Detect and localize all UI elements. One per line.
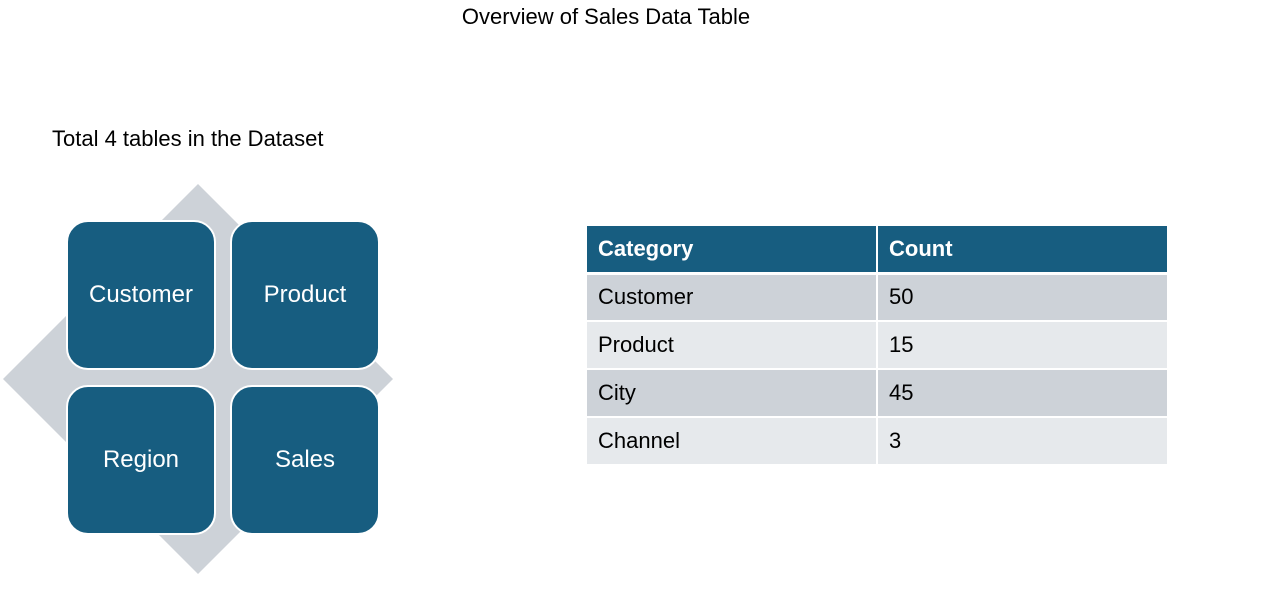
dataset-subtitle: Total 4 tables in the Dataset	[52, 126, 324, 151]
table-row: Channel 3	[585, 416, 1169, 466]
tile-label: Product	[263, 281, 347, 308]
cell-count: 50	[876, 272, 1169, 322]
tile-label: Region	[102, 446, 180, 473]
column-header-count: Count	[876, 224, 1169, 275]
tile-customer: Customer	[66, 220, 216, 370]
tables-diagram: Customer Product Region Sales	[0, 180, 400, 580]
cell-category: Customer	[585, 272, 878, 322]
cell-count: 45	[876, 368, 1169, 418]
table-row: Product 15	[585, 320, 1169, 370]
cell-count: 3	[876, 416, 1169, 466]
table-row: Customer 50	[585, 272, 1169, 322]
cell-category: Channel	[585, 416, 878, 466]
tile-label: Customer	[88, 281, 194, 308]
cell-category: City	[585, 368, 878, 418]
table-header-row: Category Count	[585, 224, 1169, 275]
tile-label: Sales	[274, 446, 336, 473]
cell-count: 15	[876, 320, 1169, 370]
tile-region: Region	[66, 385, 216, 535]
page-title: Overview of Sales Data Table	[461, 4, 751, 29]
column-header-category: Category	[585, 224, 878, 275]
cell-category: Product	[585, 320, 878, 370]
category-count-table: Category Count Customer 50 Product 15 Ci…	[585, 224, 1169, 466]
tile-sales: Sales	[230, 385, 380, 535]
table-row: City 45	[585, 368, 1169, 418]
tile-product: Product	[230, 220, 380, 370]
